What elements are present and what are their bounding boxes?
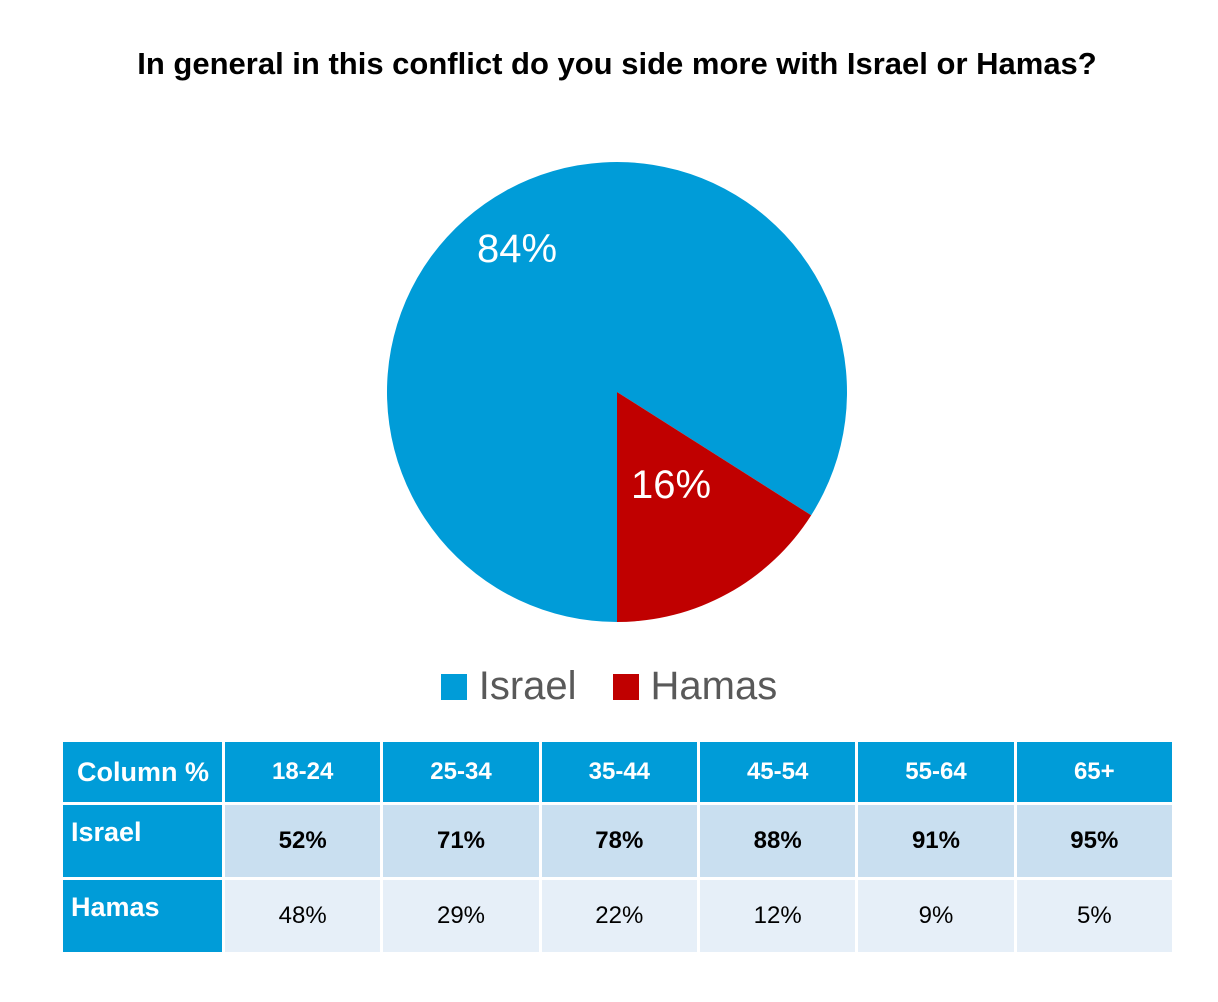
- data-label-hamas: 16%: [631, 463, 711, 507]
- legend-label-israel: Israel: [478, 664, 577, 708]
- legend-swatch-hamas: [612, 673, 639, 700]
- table-cell: 9%: [855, 877, 1017, 955]
- row-header-israel: Israel: [60, 802, 225, 880]
- table-cell: 48%: [221, 877, 384, 955]
- table-cell: 29%: [380, 877, 542, 955]
- column-header: 35-44: [538, 739, 700, 805]
- pie-chart: 84% 16%: [387, 161, 848, 623]
- pie-slice-hamas: [617, 392, 812, 622]
- chart-title: In general in this conflict do you side …: [137, 46, 1097, 81]
- table-header-row: Column % 18-24 25-34 35-44 45-54 55-64 6…: [60, 739, 1176, 805]
- legend-label-hamas: Hamas: [650, 664, 778, 708]
- table-cell: 95%: [1013, 802, 1176, 880]
- pie-slice-israel: [387, 161, 848, 623]
- column-header: 55-64: [855, 739, 1017, 805]
- age-breakdown-table: Column % 18-24 25-34 35-44 45-54 55-64 6…: [60, 739, 1176, 955]
- table-cell: 88%: [696, 802, 859, 880]
- table-cell: 5%: [1013, 877, 1176, 955]
- column-header: 45-54: [696, 739, 859, 805]
- table-cell: 78%: [538, 802, 700, 880]
- legend: Israel Hamas: [0, 664, 1218, 709]
- column-header: 18-24: [221, 739, 384, 805]
- column-header: 25-34: [380, 739, 542, 805]
- column-header: 65+: [1013, 739, 1176, 805]
- legend-item-hamas: Hamas: [612, 664, 778, 709]
- table-row-hamas: Hamas 48% 29% 22% 12% 9% 5%: [60, 877, 1176, 955]
- legend-swatch-israel: [440, 673, 467, 700]
- table-cell: 71%: [380, 802, 542, 880]
- legend-item-israel: Israel: [440, 664, 577, 709]
- table-corner-header: Column %: [60, 739, 225, 805]
- table-cell: 12%: [696, 877, 859, 955]
- data-label-israel: 84%: [477, 227, 557, 271]
- table-cell: 22%: [538, 877, 700, 955]
- table-row-israel: Israel 52% 71% 78% 88% 91% 95%: [60, 802, 1176, 880]
- row-header-hamas: Hamas: [60, 877, 225, 955]
- table-cell: 52%: [221, 802, 384, 880]
- table-cell: 91%: [855, 802, 1017, 880]
